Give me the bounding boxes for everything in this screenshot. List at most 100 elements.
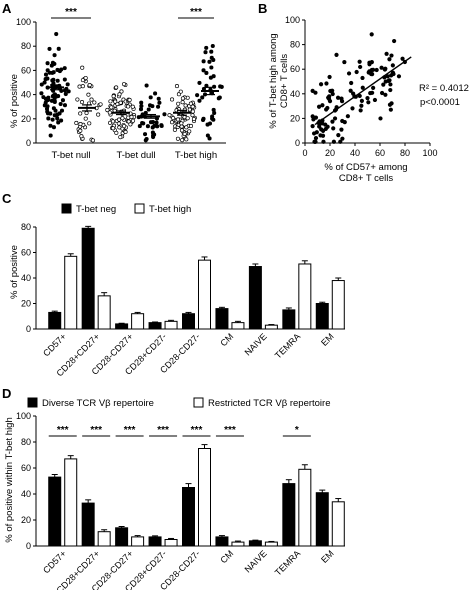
panel-b-dot	[378, 116, 383, 121]
panel-b-dot	[310, 88, 315, 93]
panel-b-dot	[338, 139, 343, 144]
panel-b-dot	[320, 103, 325, 108]
panel-c-bar	[282, 309, 296, 330]
panel-c-bar	[164, 320, 178, 330]
panel-b-dot	[342, 120, 347, 125]
panel-b-y-axis-label-line-1: % of T-bet high among	[268, 33, 279, 128]
panel-a-dot	[109, 105, 114, 110]
panel-a-dot	[60, 98, 66, 103]
panel-d-y-tick-label: 20	[21, 515, 31, 525]
panel-b-dot	[330, 119, 335, 124]
panel-b-dot	[388, 107, 393, 112]
panel-b-dot	[370, 90, 375, 95]
panel-a-dot	[62, 66, 67, 71]
panel-c-bar	[331, 280, 345, 330]
panel-b-dot	[366, 70, 371, 75]
panel-b-dot	[342, 59, 347, 65]
panel-a-dot	[49, 98, 54, 103]
panel-b-y-tick-label: 40	[290, 89, 300, 99]
panel-a-dot	[195, 93, 200, 98]
panel-d-legend-swatch-diverse	[27, 397, 38, 408]
panel-a-dot	[207, 121, 213, 126]
panel-a-mean-bars	[46, 84, 219, 119]
panel-b-dot	[374, 67, 379, 73]
panel-a-dot	[89, 97, 94, 102]
panel-b-dot	[331, 139, 336, 144]
panel-b-dot	[313, 115, 319, 120]
panel-b-dot	[318, 82, 324, 87]
panel-c-y-tick-label: 60	[21, 248, 31, 258]
panel-a-dot	[190, 109, 195, 114]
panel-b-dot	[359, 103, 364, 108]
panel-b-dot	[400, 56, 405, 61]
panel-a-dot	[113, 99, 118, 104]
panel-a-dot	[138, 107, 144, 112]
panel-b-dot	[339, 127, 344, 132]
panel-a-dot	[77, 84, 82, 89]
panel-d-bar	[164, 539, 178, 547]
panel-a-dot	[55, 67, 60, 72]
panel-b-dot	[316, 104, 322, 109]
panel-a-dot	[216, 96, 221, 101]
panel-a-dot	[179, 128, 185, 133]
panel-a-dot	[209, 49, 214, 54]
panel-b-dot	[396, 74, 402, 79]
panel-a-dot	[41, 95, 46, 100]
panel-b-dot	[388, 87, 393, 93]
panel-a-dot	[183, 103, 188, 108]
panel-c-y-tick-label: 0	[26, 324, 31, 334]
panel-a-dot	[56, 120, 61, 125]
panel-a-dot	[197, 80, 202, 85]
panel-a-dot	[45, 76, 50, 81]
panel-a-dot	[84, 111, 89, 116]
panel-a-dot	[64, 86, 69, 91]
panel-a-dot	[59, 88, 64, 93]
panel-b-dot	[357, 93, 362, 99]
panel-a-dot	[118, 135, 123, 140]
panel-d-bar	[97, 531, 111, 547]
panel-a-dot	[187, 129, 192, 134]
panel-b-dot	[310, 124, 315, 129]
panel-a-dot	[59, 108, 65, 113]
panel-a-dot	[80, 78, 85, 83]
panel-a-dot	[46, 116, 51, 121]
panel-a-dot	[172, 127, 177, 132]
panel-d-legend-swatch-restricted	[193, 397, 204, 408]
panel-c-label: C	[2, 191, 12, 206]
panel-a-dot	[156, 104, 161, 109]
panel-a-y-tick-label: 100	[16, 17, 31, 27]
panel-a-dot	[119, 89, 124, 94]
panel-a-dot	[96, 112, 101, 117]
panel-d-category-label: NAIVE	[243, 548, 269, 574]
panel-a-dot	[179, 124, 184, 129]
panel-a-dot	[39, 82, 44, 87]
panel-d-significance-label: ***	[57, 425, 69, 436]
panel-a-dot	[117, 92, 122, 97]
panel-d-category-label: TEMRA	[273, 548, 302, 577]
panel-c-bar	[231, 322, 245, 330]
panel-c-bar	[198, 259, 211, 330]
panel-a-group-label: T-bet null	[51, 150, 90, 161]
panel-b-dot	[390, 63, 395, 68]
panel-a-dot	[52, 113, 57, 118]
panel-a-dot	[52, 53, 57, 58]
panel-a-dot	[126, 119, 131, 124]
panel-a-dot	[201, 68, 206, 73]
panel-a-dot	[169, 97, 175, 102]
panel-d-bar	[131, 536, 145, 547]
panel-a-dot	[130, 104, 135, 109]
panel-c-category-label: CD57+	[41, 331, 68, 358]
panel-b-dot	[311, 131, 317, 136]
panel-b-dot	[389, 73, 394, 78]
panel-a-dot	[51, 77, 56, 82]
panel-c-legend-label-neg: T-bet neg	[76, 204, 116, 215]
panel-b-dot	[385, 74, 390, 79]
panel-d-bar	[248, 540, 262, 547]
panel-a-y-tick-label: 20	[21, 114, 31, 124]
panel-c-category-label: CM	[218, 331, 235, 348]
panel-a-dot	[144, 83, 149, 88]
panel-a-dot	[219, 84, 224, 89]
panel-c-bar	[315, 303, 329, 330]
panel-d-bar	[298, 468, 312, 547]
panel-a-axes: 0 20 40 60 80 100	[16, 17, 226, 148]
